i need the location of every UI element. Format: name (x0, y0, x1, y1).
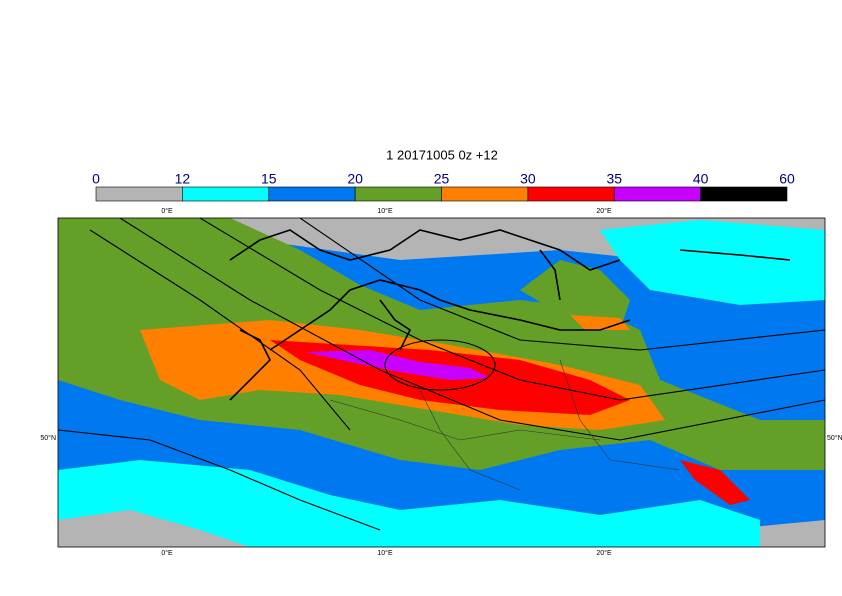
colorbar-segment (182, 186, 270, 202)
title: 1 20171005 0z +12 (386, 147, 498, 162)
field-red (680, 460, 750, 505)
colorbar-label: 15 (261, 171, 277, 187)
map-ticks: 0°E 0°E 10°E 10°E 20°E 20°E 50°N 50°N (40, 207, 842, 557)
lat-label-left: 50°N (40, 434, 56, 442)
field-gray (58, 510, 250, 547)
lon-label-bottom: 0°E (161, 549, 173, 557)
colorbar-label: 30 (520, 171, 536, 187)
lon-label-top: 0°E (161, 207, 173, 215)
colorbar-label: 12 (175, 171, 191, 187)
colorbar-segment (441, 186, 529, 202)
isobars (58, 218, 825, 531)
colorbar-segment (354, 186, 442, 202)
map-frame (57, 217, 826, 548)
lon-label-bottom: 20°E (596, 549, 612, 557)
coastlines (229, 229, 791, 401)
colorbar-segment (527, 186, 615, 202)
colorbar-label: 20 (347, 171, 363, 187)
colorbar-label: 25 (434, 171, 450, 187)
field-orange (570, 315, 630, 330)
colorbar-label: 35 (606, 171, 622, 187)
colorbar: 0 12 15 20 25 30 35 40 60 (92, 171, 795, 202)
lon-label-bottom: 10°E (377, 549, 393, 557)
colorbar-segment (95, 186, 183, 202)
field-green (520, 260, 630, 330)
lon-label-top: 20°E (596, 207, 612, 215)
field-cyan (600, 220, 825, 305)
lat-label-right: 50°N (827, 434, 842, 442)
field-cyan (58, 460, 760, 547)
colorbar-segment (613, 186, 701, 202)
lon-label-top: 10°E (377, 207, 393, 215)
colorbar-label: 60 (779, 171, 795, 187)
field-magenta (305, 350, 490, 380)
colorbar-label: 0 (92, 171, 100, 187)
colorbar-label: 40 (693, 171, 709, 187)
colorbar-segment (268, 186, 356, 202)
borders (329, 359, 681, 491)
colorbar-segment (700, 186, 788, 202)
map-field (58, 218, 825, 547)
